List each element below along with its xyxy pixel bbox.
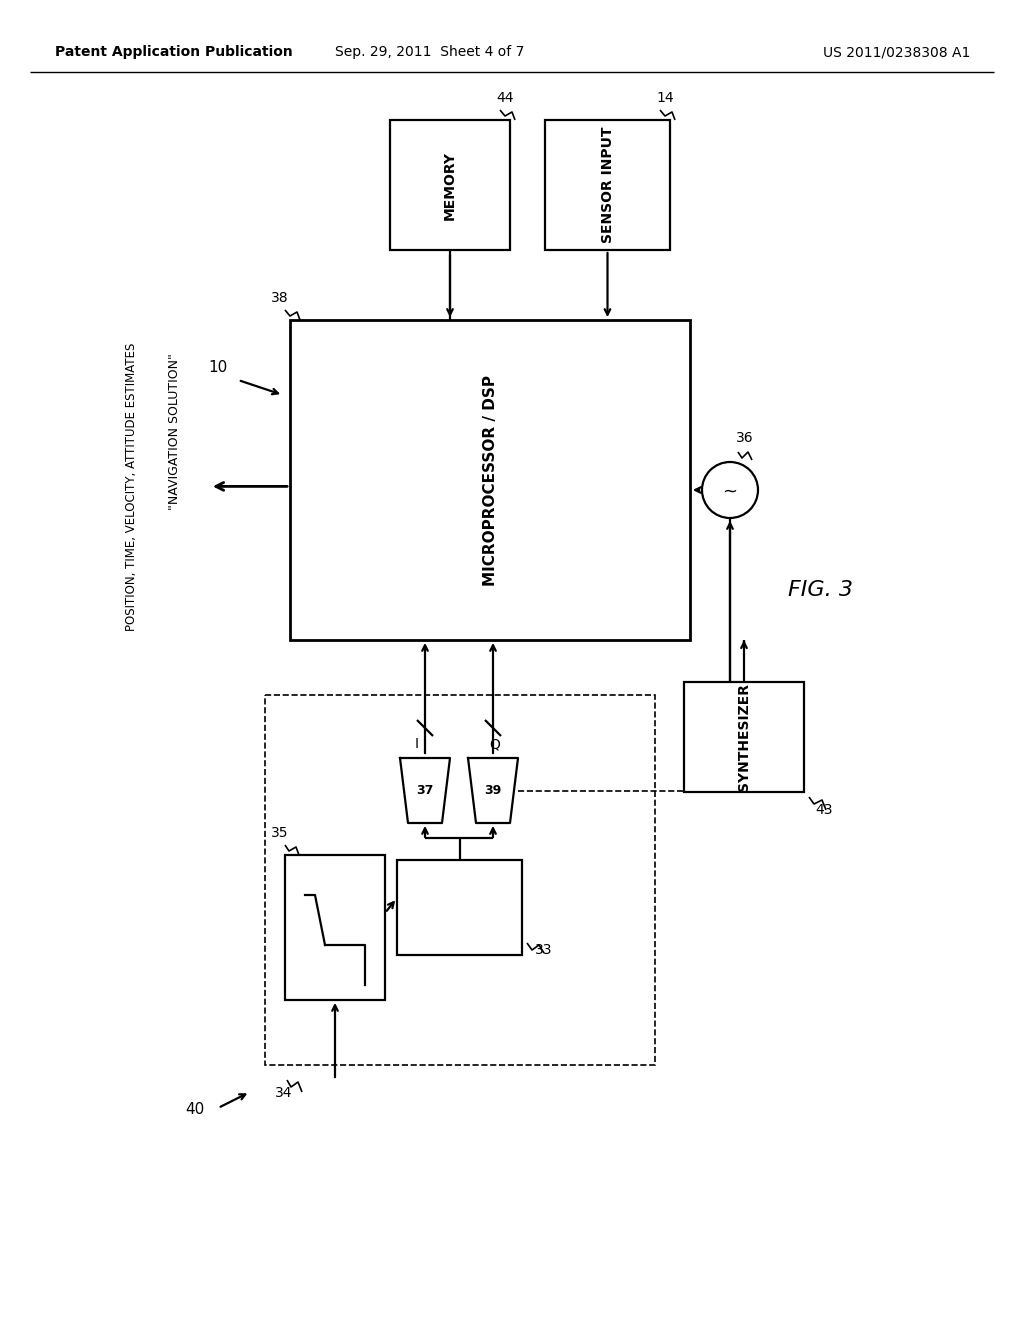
Text: "NAVIGATION SOLUTION": "NAVIGATION SOLUTION" [169,354,181,511]
Text: 37: 37 [417,784,434,797]
Polygon shape [468,758,518,822]
Text: 43: 43 [815,803,833,817]
Bar [684,682,804,792]
Bar [290,319,690,640]
Text: I: I [415,737,419,751]
Bar [265,696,655,1065]
Text: Q: Q [489,737,501,751]
Text: 38: 38 [271,290,289,305]
Text: US 2011/0238308 A1: US 2011/0238308 A1 [822,45,970,59]
Text: Patent Application Publication: Patent Application Publication [55,45,293,59]
Text: 14: 14 [656,91,674,106]
Text: 10: 10 [208,360,227,375]
Text: SYNTHESIZER: SYNTHESIZER [737,682,751,791]
Text: MEMORY: MEMORY [443,150,457,219]
Text: ~: ~ [723,483,737,502]
Text: 34: 34 [275,1086,293,1100]
Text: POSITION, TIME, VELOCITY, ATTITUDE ESTIMATES: POSITION, TIME, VELOCITY, ATTITUDE ESTIM… [126,342,138,631]
Text: 35: 35 [271,826,289,840]
Text: Sep. 29, 2011  Sheet 4 of 7: Sep. 29, 2011 Sheet 4 of 7 [335,45,524,59]
Text: 33: 33 [536,942,553,957]
Text: SENSOR INPUT: SENSOR INPUT [600,127,614,243]
Text: 40: 40 [185,1102,205,1118]
Polygon shape [400,758,450,822]
Bar [545,120,670,249]
Bar [397,861,522,954]
Bar [285,855,385,1001]
Text: MICROPROCESSOR / DSP: MICROPROCESSOR / DSP [482,375,498,586]
Text: 36: 36 [736,432,754,445]
Text: FIG. 3: FIG. 3 [787,579,853,601]
Text: 39: 39 [484,784,502,797]
Text: 44: 44 [497,91,514,106]
Bar [390,120,510,249]
